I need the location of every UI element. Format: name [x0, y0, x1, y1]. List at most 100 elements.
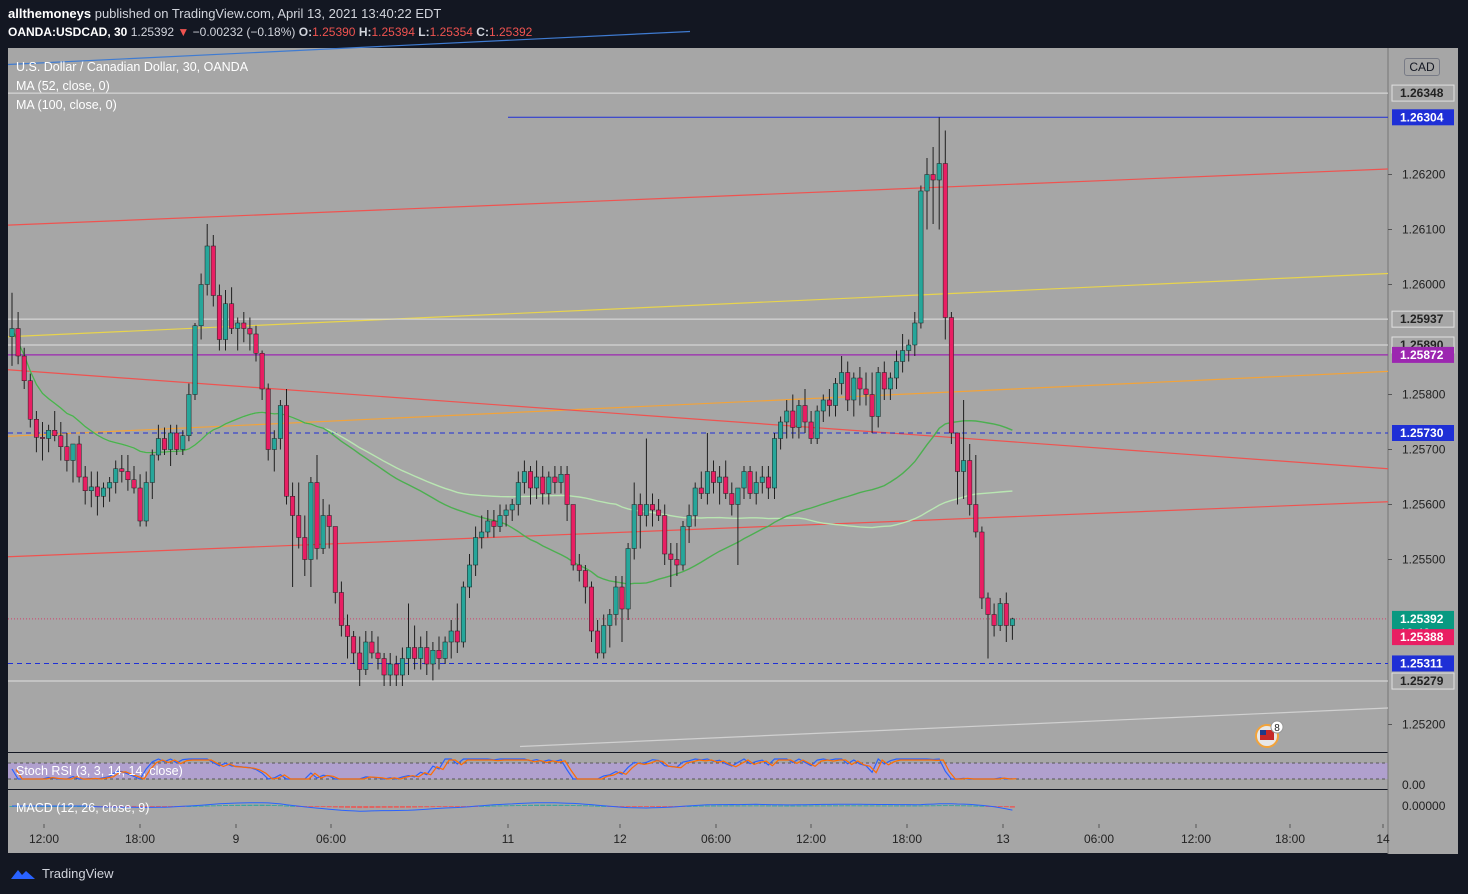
- candle-body: [125, 471, 131, 480]
- candle: [833, 378, 838, 417]
- candle-body: [540, 476, 546, 494]
- macd-histogram-bar: [711, 805, 716, 807]
- candle-body: [497, 515, 503, 527]
- candle: [320, 499, 326, 554]
- macd-histogram-bar: [424, 806, 430, 808]
- macd-histogram-bar: [595, 805, 601, 807]
- candle-body: [711, 471, 716, 483]
- candle-body: [875, 372, 881, 417]
- candle-body: [906, 344, 912, 351]
- candle-body: [503, 509, 509, 516]
- trendline-descending: [7, 369, 1389, 470]
- candle: [467, 554, 472, 598]
- candle: [149, 449, 155, 499]
- macd-histogram-bar: [271, 804, 277, 806]
- candle: [296, 482, 302, 549]
- ma52-legend[interactable]: MA (52, close, 0): [16, 79, 110, 93]
- candle: [430, 642, 436, 681]
- candle: [845, 361, 851, 411]
- tradingview-logo-icon: [11, 869, 35, 879]
- candle: [277, 400, 283, 450]
- ma100-legend[interactable]: MA (100, close, 0): [16, 98, 117, 112]
- macd-histogram-bar: [1003, 806, 1009, 808]
- candle-body: [686, 515, 692, 527]
- candle-body: [180, 435, 186, 450]
- price-badge-line: [1391, 310, 1455, 328]
- candle-body: [436, 650, 442, 659]
- candle: [680, 521, 686, 571]
- candle: [546, 471, 552, 505]
- price-axis-background: [1388, 48, 1458, 854]
- candle-body: [534, 476, 540, 489]
- candle-body: [33, 419, 39, 438]
- macd-histogram-bar: [717, 805, 723, 807]
- candle-body: [729, 493, 735, 505]
- candle: [906, 339, 912, 362]
- macd-histogram-bar: [381, 806, 387, 808]
- time-axis-background: [8, 824, 1388, 853]
- macd-histogram-bar: [442, 806, 448, 807]
- candle: [1003, 592, 1009, 642]
- macd-legend[interactable]: MACD (12, 26, close, 9): [16, 801, 150, 815]
- candle-body: [570, 504, 576, 566]
- candle: [717, 466, 723, 505]
- candle-body: [491, 520, 497, 527]
- candle-body: [820, 399, 826, 412]
- time-tick-label: 06:00: [701, 832, 731, 846]
- macd-histogram-bar: [192, 805, 198, 807]
- macd-line: [12, 802, 1013, 812]
- candle: [698, 471, 704, 499]
- price-badge-blue: [1392, 109, 1454, 126]
- candle-body: [564, 474, 570, 505]
- candle: [711, 460, 716, 494]
- candle: [351, 631, 357, 664]
- price-tick-label: 1.26000: [1402, 278, 1446, 292]
- macd-histogram-bar: [204, 805, 210, 807]
- price-tick-label: 1.26200: [1402, 168, 1446, 182]
- candle: [284, 389, 289, 505]
- price-badge-blue: [1392, 655, 1454, 672]
- candle: [631, 482, 637, 560]
- candle: [326, 504, 332, 549]
- candle: [521, 460, 527, 494]
- stoch-rsi-band: [8, 763, 1388, 779]
- candle: [418, 636, 424, 670]
- macd-histogram-bar: [345, 806, 350, 808]
- candle: [223, 290, 228, 351]
- trendline-upper: [7, 168, 1389, 226]
- publisher-name[interactable]: allthemoneys: [8, 6, 92, 21]
- macd-histogram-bar: [277, 805, 283, 807]
- stoch-axis-label: 0.00: [1402, 778, 1426, 792]
- macd-histogram-bar: [955, 805, 960, 807]
- candle-body: [210, 245, 216, 296]
- footer-brand[interactable]: TradingView: [10, 866, 114, 881]
- candle: [46, 424, 52, 453]
- candle-body: [247, 328, 253, 335]
- macd-histogram-bar: [814, 805, 820, 807]
- candle-body: [851, 377, 857, 401]
- candle: [76, 435, 82, 483]
- candle: [479, 515, 485, 549]
- stoch-rsi-legend[interactable]: Stoch RSI (3, 3, 14, 14, close): [16, 764, 183, 778]
- candle-body: [76, 443, 82, 478]
- candle: [253, 325, 259, 362]
- macd-histogram-bar: [125, 806, 131, 807]
- symbol-label: OANDA:USDCAD, 30: [8, 25, 128, 39]
- candle-body: [302, 537, 308, 560]
- macd-histogram-bar: [509, 805, 515, 807]
- candle-body: [332, 526, 338, 593]
- candle: [259, 350, 265, 400]
- candle-body: [918, 190, 924, 324]
- currency-badge[interactable]: CAD: [1404, 58, 1440, 76]
- candle-body: [479, 531, 485, 538]
- macd-histogram-bar: [399, 806, 405, 808]
- macd-histogram-bar: [515, 805, 521, 807]
- candle-body: [656, 509, 662, 516]
- candle: [601, 614, 607, 659]
- candle-body: [235, 322, 241, 329]
- macd-histogram-bar: [369, 806, 375, 808]
- candle: [814, 405, 820, 444]
- candle-body: [369, 641, 375, 654]
- macd-histogram-bar: [961, 805, 967, 807]
